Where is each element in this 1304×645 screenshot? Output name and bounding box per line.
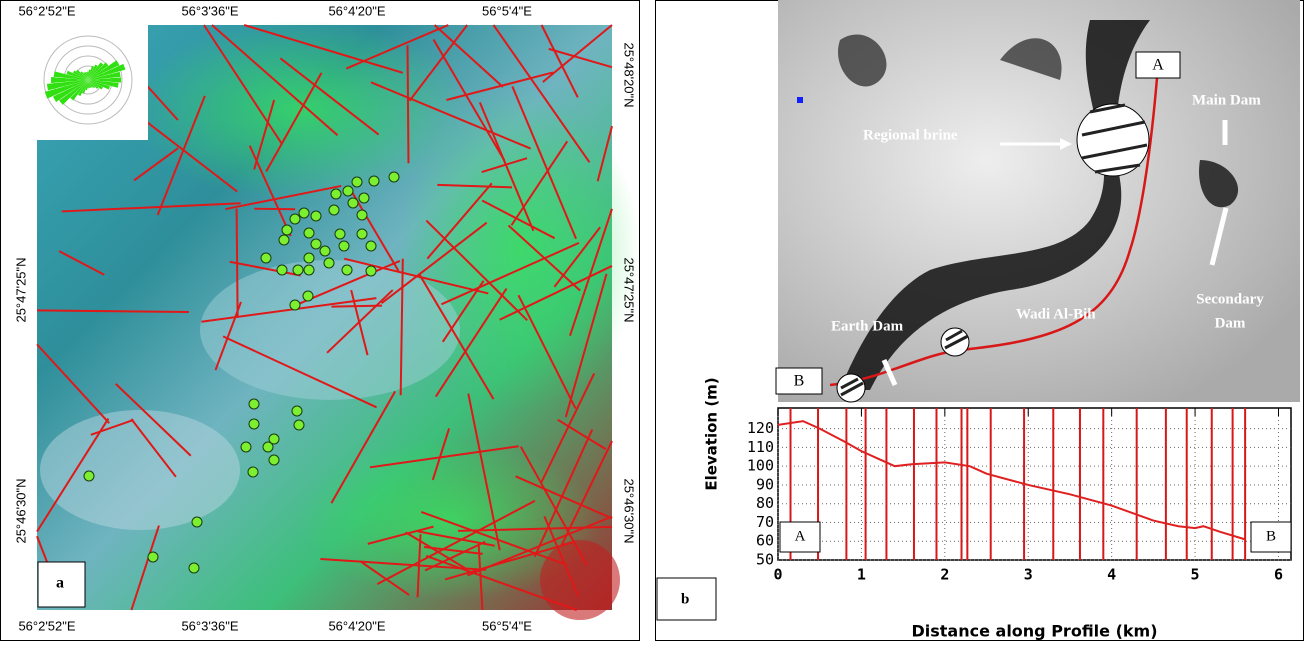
- y-tick-label: 120: [747, 419, 774, 437]
- map-annotation: Earth Dam: [831, 318, 904, 334]
- well: [366, 241, 376, 251]
- y-coordinate: 25°48'20"N: [622, 42, 637, 107]
- well: [329, 205, 339, 215]
- x-coordinate: 56°3'36"E: [181, 618, 238, 633]
- profile-end: B: [1266, 528, 1276, 544]
- map-annotation: Dam: [1215, 315, 1246, 331]
- well: [311, 239, 321, 249]
- x-coordinate: 56°4'20"E: [328, 618, 385, 633]
- map-annotation: Main Dam: [1192, 92, 1261, 108]
- map-annotation: Wadi Al-Bih: [1016, 306, 1096, 322]
- profile-map: A B Regional brine Main Dam Secondary Da…: [776, 0, 1300, 402]
- well: [249, 419, 259, 429]
- y-tick-label: 90: [756, 475, 774, 493]
- well: [352, 177, 362, 187]
- relief: [200, 260, 460, 400]
- x-tick-label: 0: [773, 566, 782, 584]
- well: [148, 552, 158, 562]
- y-coordinate: 25°47'25"N: [622, 257, 637, 322]
- figure: a A B Regional brine Main Dam Secondary …: [0, 0, 1304, 641]
- y-tick-label: 80: [756, 494, 774, 512]
- well: [304, 265, 314, 275]
- well: [357, 229, 367, 239]
- y-coordinate: 25°46'30"N: [622, 478, 637, 543]
- well: [269, 455, 279, 465]
- y-axis-title: Elevation (m): [703, 377, 721, 490]
- well: [192, 517, 202, 527]
- x-tick-label: 4: [1107, 566, 1116, 584]
- well: [366, 266, 376, 276]
- well: [342, 265, 352, 275]
- well: [324, 258, 334, 268]
- well: [359, 193, 369, 203]
- well: [303, 291, 313, 301]
- well: [290, 214, 300, 224]
- x-coordinate: 56°2'52"E: [18, 618, 75, 633]
- x-tick-label: 6: [1274, 566, 1283, 584]
- x-coordinate: 56°4'20"E: [328, 3, 385, 18]
- well: [294, 420, 304, 430]
- well: [304, 253, 314, 263]
- lineament: [331, 306, 382, 307]
- well: [299, 208, 309, 218]
- well: [292, 406, 302, 416]
- y-tick-label: 70: [756, 513, 774, 531]
- x-tick-label: 3: [1024, 566, 1033, 584]
- well: [389, 172, 399, 182]
- well: [311, 211, 321, 221]
- well: [339, 241, 349, 251]
- x-coordinate: 56°3'36"E: [181, 3, 238, 18]
- well: [248, 467, 258, 477]
- well: [348, 198, 358, 208]
- panel-label: b: [681, 591, 689, 607]
- x-axis-title: Distance along Profile (km): [911, 622, 1157, 641]
- well: [241, 442, 251, 452]
- map-annotation: Secondary: [1196, 291, 1264, 307]
- well: [369, 176, 379, 186]
- well: [84, 471, 94, 481]
- well: [293, 265, 303, 275]
- point-label: A: [1152, 57, 1164, 74]
- rose-diagram: [28, 22, 148, 140]
- map-annotation: Regional brine: [863, 127, 958, 143]
- well: [331, 189, 341, 199]
- well: [304, 228, 314, 238]
- well: [320, 246, 330, 256]
- profile-start: A: [795, 528, 806, 544]
- well: [279, 235, 289, 245]
- y-tick-label: 110: [747, 438, 774, 456]
- y-coordinate: 25°47'25"N: [13, 257, 28, 322]
- x-coordinate: 56°5'4"E: [482, 618, 532, 633]
- well: [263, 442, 273, 452]
- point-label: B: [794, 373, 805, 390]
- x-tick-label: 1: [857, 566, 866, 584]
- well: [357, 210, 367, 220]
- x-tick-label: 2: [940, 566, 949, 584]
- lineament: [408, 45, 409, 163]
- y-tick-label: 60: [756, 532, 774, 550]
- y-tick-label: 100: [747, 457, 774, 475]
- marker: [797, 97, 803, 103]
- well: [189, 563, 199, 573]
- lineament: [237, 208, 238, 317]
- x-tick-label: 5: [1191, 566, 1200, 584]
- well: [335, 229, 345, 239]
- well: [261, 253, 271, 263]
- relief: [40, 410, 240, 530]
- lineament: [254, 209, 295, 210]
- well: [277, 265, 287, 275]
- well: [282, 225, 292, 235]
- y-tick-label: 50: [756, 551, 774, 569]
- panel-label: a: [56, 575, 64, 592]
- well: [290, 300, 300, 310]
- well: [343, 186, 353, 196]
- y-coordinate: 25°46'30"N: [13, 478, 28, 543]
- plot-area: [778, 408, 1291, 560]
- x-coordinate: 56°5'4"E: [482, 3, 532, 18]
- x-coordinate: 56°2'52"E: [18, 3, 75, 18]
- well: [249, 399, 259, 409]
